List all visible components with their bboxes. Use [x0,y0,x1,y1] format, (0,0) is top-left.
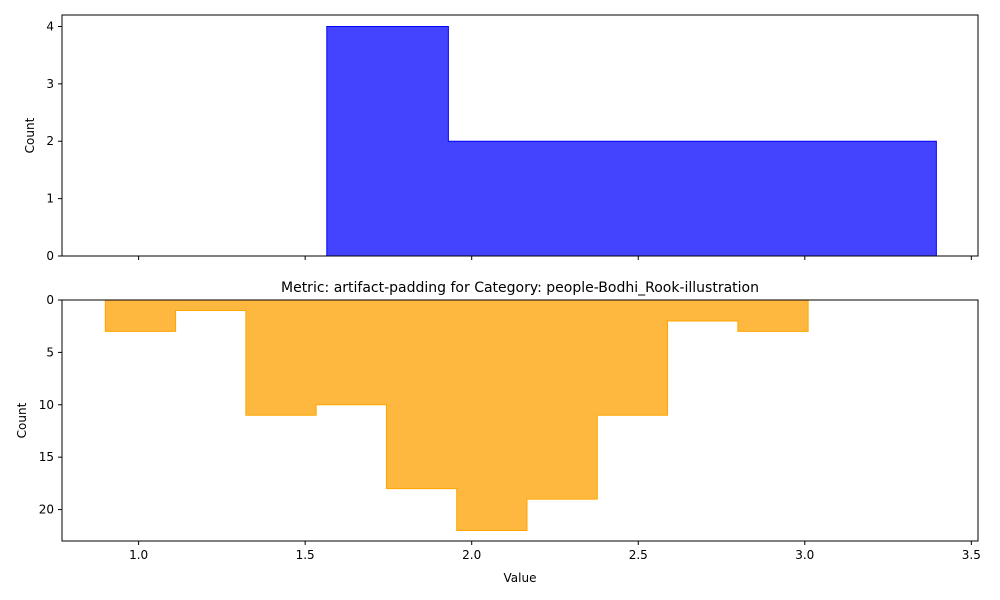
top-y-axis-label: Count [23,117,37,153]
y-tick-label: 2 [46,134,54,148]
x-tick-label: 1.0 [129,548,148,562]
bottom-histogram-chart: Metric: artifact-padding for Category: p… [15,280,981,585]
top-histogram-fill [326,25,937,257]
histogram-area [326,25,937,257]
top-histogram-chart: 0 1 2 3 4 Count [23,14,979,263]
bottom-chart-title: Metric: artifact-padding for Category: p… [281,280,759,296]
histogram-area [104,299,809,532]
x-tick-label: 2.0 [462,548,481,562]
y-tick-label: 4 [46,19,54,33]
bottom-x-ticks: 1.0 1.5 2.0 2.5 3.0 3.5 [129,541,981,562]
x-tick-label: 1.5 [296,548,315,562]
y-tick-label: 20 [39,503,54,517]
y-tick-label: 1 [46,192,54,206]
bottom-plot-frame [61,299,979,542]
y-tick-label: 10 [39,398,54,412]
y-tick-label: 5 [46,345,54,359]
bottom-y-ticks: 0 5 10 15 20 [39,293,62,517]
x-tick-label: 2.5 [629,548,648,562]
bottom-y-axis-label: Count [15,402,29,438]
x-tick-label: 3.5 [962,548,981,562]
x-tick-label: 3.0 [795,548,814,562]
bottom-histogram-fill [104,299,809,532]
y-tick-label: 15 [39,450,54,464]
bottom-x-axis-label: Value [504,571,537,585]
y-tick-label: 0 [46,293,54,307]
top-plot-frame [61,14,979,257]
top-y-ticks: 0 1 2 3 4 [46,19,62,263]
top-x-ticks [138,256,972,260]
y-tick-label: 3 [46,77,54,91]
y-tick-label: 0 [46,249,54,263]
